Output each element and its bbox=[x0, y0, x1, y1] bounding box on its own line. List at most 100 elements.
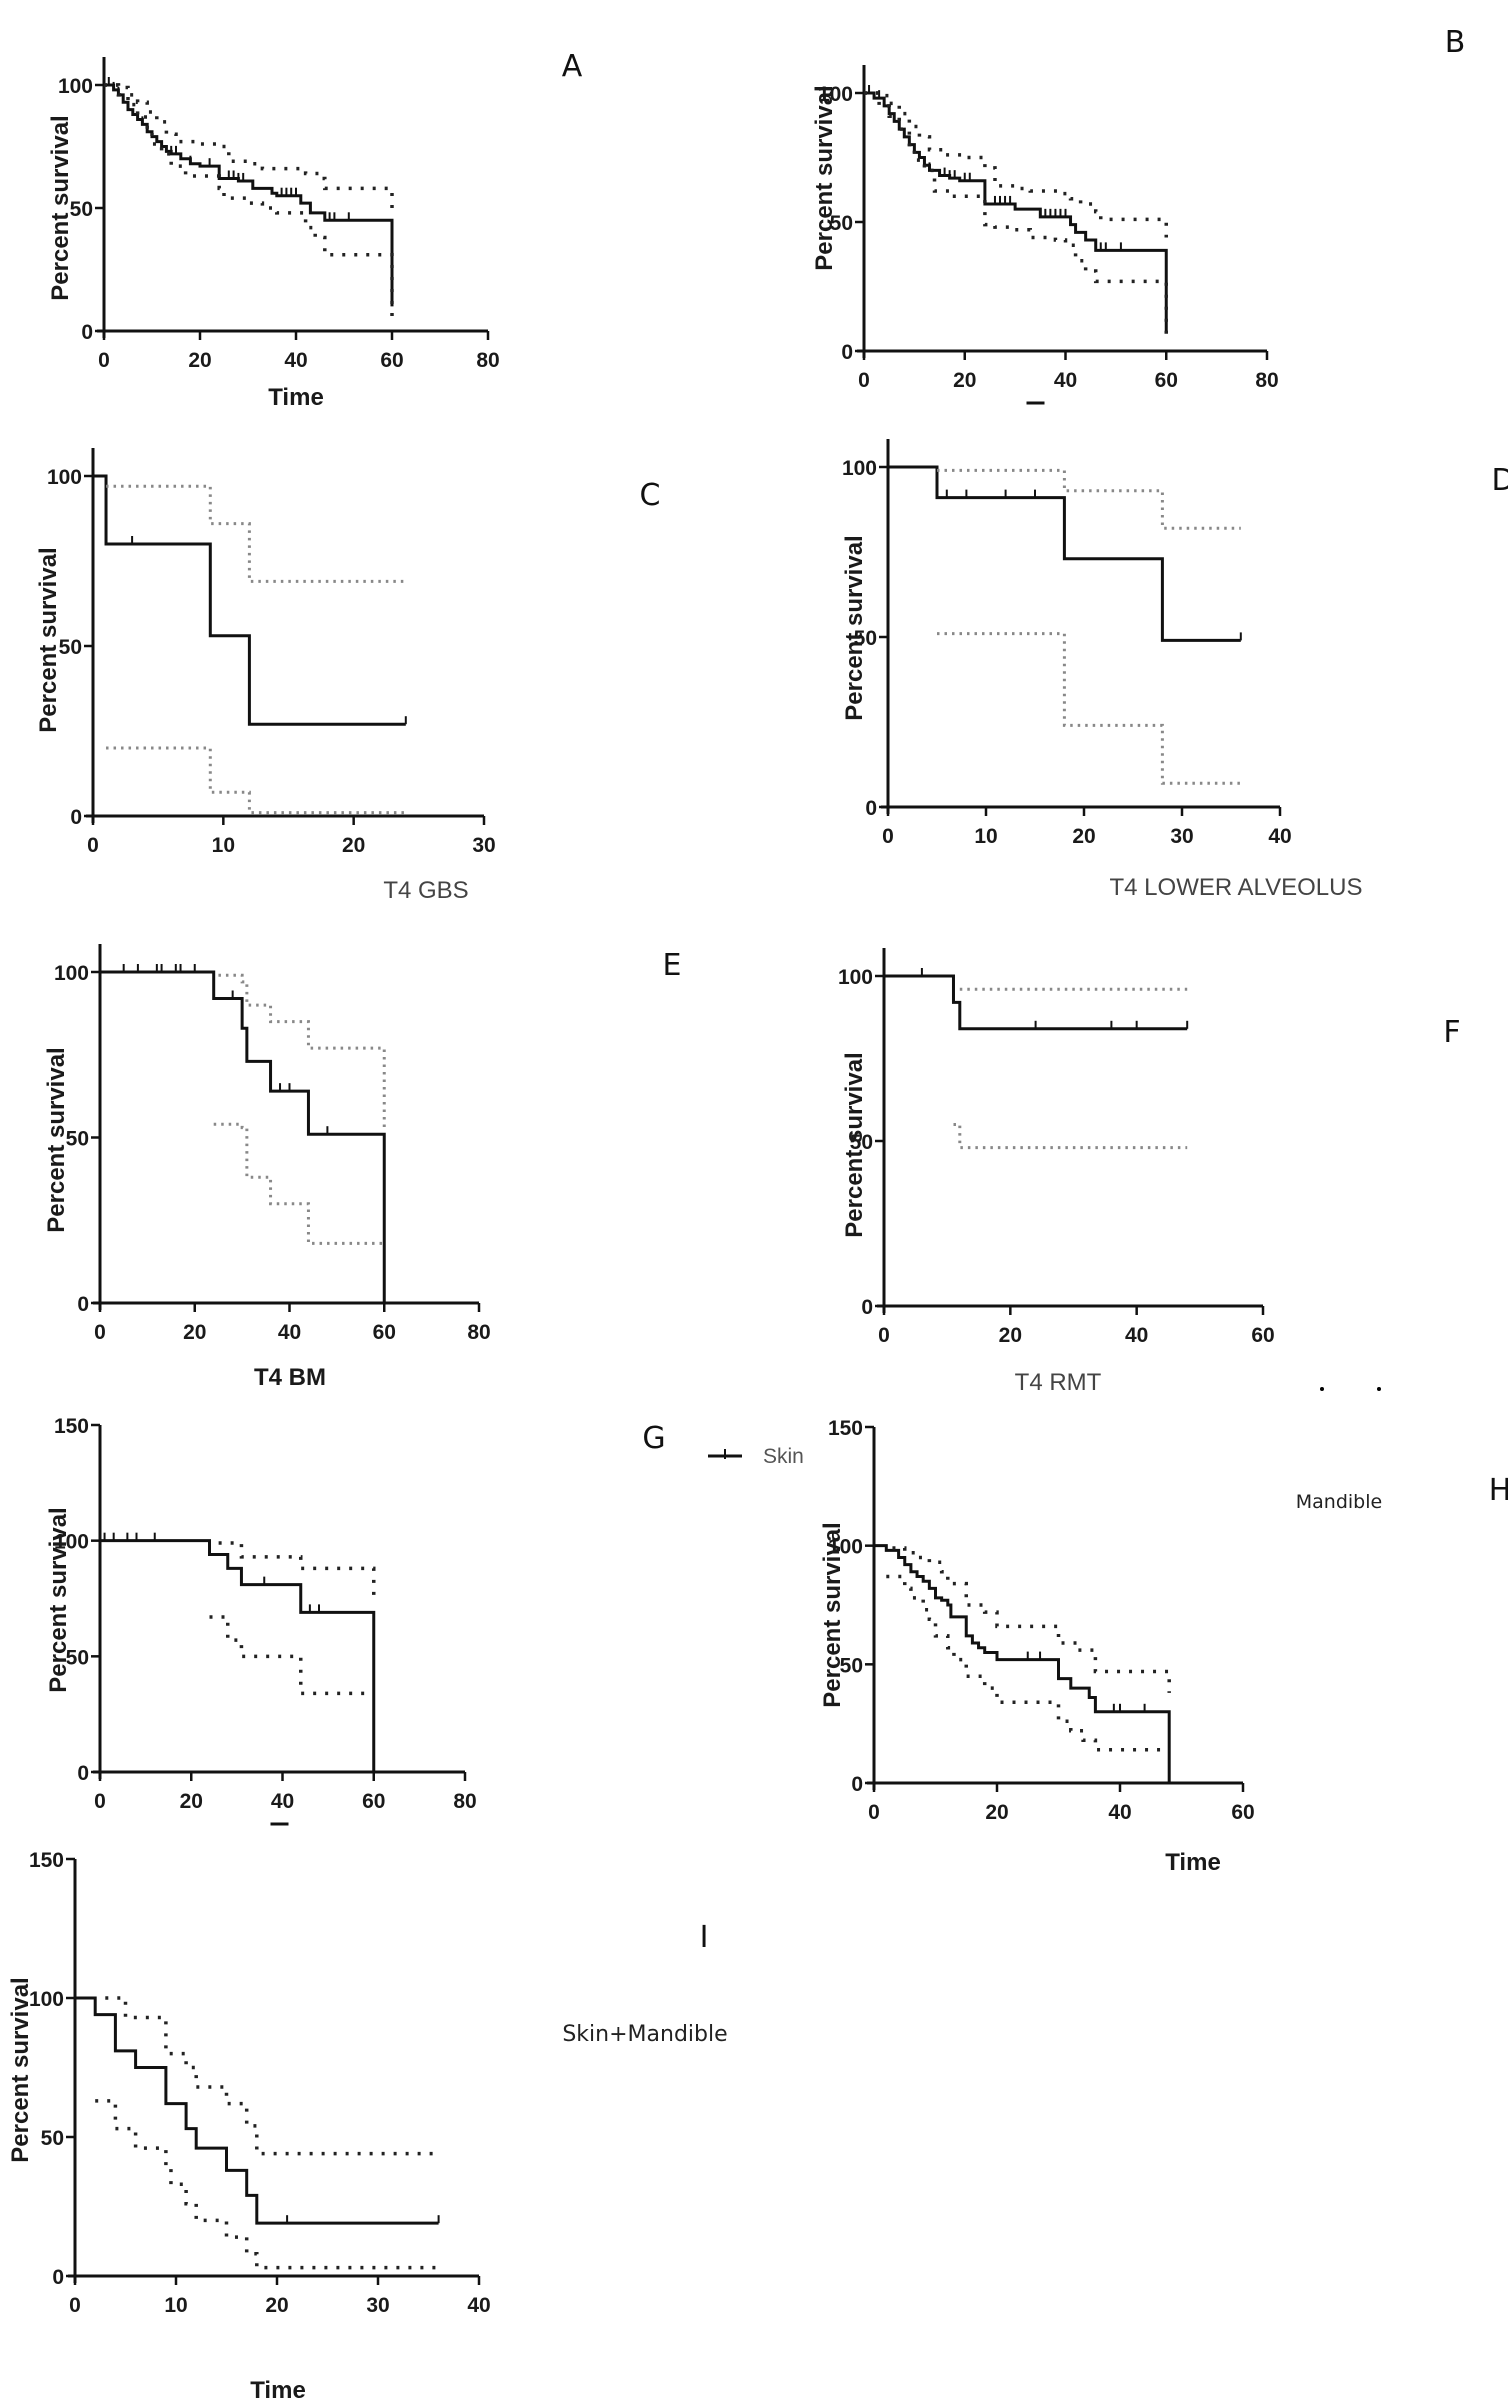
x-axis-label: Time bbox=[250, 2377, 306, 2400]
legend: Skin bbox=[708, 1445, 804, 1468]
y-tick-label: 0 bbox=[77, 1293, 89, 1316]
upper-confidence-band bbox=[218, 1541, 376, 1599]
survival-curve bbox=[100, 1539, 376, 1772]
legend-label-skin: Skin bbox=[763, 1445, 804, 1468]
x-tick-label: 80 bbox=[1255, 369, 1278, 392]
y-axis-label: Percent survival bbox=[841, 535, 868, 720]
y-tick-label: 50 bbox=[59, 636, 82, 659]
y-tick-label: 150 bbox=[828, 1417, 863, 1440]
panel-f: 0 20 40 60 0 50 100 Percent survival T4 RMT F bbox=[838, 948, 1461, 1396]
survival-curve bbox=[884, 974, 1188, 1031]
lower-confidence-band bbox=[937, 632, 1241, 785]
panel-i: 0 10 20 30 40 0 50 100 150 Percent survival Time I S… bbox=[7, 1849, 728, 2400]
y-axis-label: Percent survival bbox=[43, 1047, 70, 1232]
x-axis-label: T4 LOWER ALVEOLUS bbox=[1110, 874, 1363, 901]
x-axis-label: T4 RMT bbox=[1015, 1369, 1102, 1396]
y-tick-label: 0 bbox=[52, 2266, 64, 2289]
y-axis-label: Percent survival bbox=[7, 1977, 34, 2162]
lower-confidence-band bbox=[213, 1122, 385, 1245]
y-tick-label: 100 bbox=[58, 75, 93, 98]
survival-curve bbox=[93, 474, 406, 726]
y-axis-label: Percent survival bbox=[45, 1507, 72, 1692]
x-axis-label: Time bbox=[268, 384, 324, 411]
lower-confidence-band bbox=[886, 1574, 1170, 1752]
x-tick-label: 20 bbox=[953, 369, 976, 392]
x-tick-label: 40 bbox=[1268, 825, 1291, 848]
y-tick-label: 50 bbox=[70, 198, 93, 221]
y-tick-label: 0 bbox=[865, 797, 877, 820]
x-tick-label: 60 bbox=[380, 349, 403, 372]
x-tick-label: 60 bbox=[362, 1790, 385, 1813]
x-tick-label: 60 bbox=[1155, 369, 1178, 392]
panel-c: 0 10 20 30 0 50 100 Percent survival T4 GBS C bbox=[35, 448, 660, 904]
y-tick-label: 50 bbox=[66, 1128, 89, 1151]
x-tick-label: 0 bbox=[868, 1801, 880, 1824]
stray-dot bbox=[1320, 1387, 1324, 1391]
y-axis-label: Percent survival bbox=[811, 85, 838, 270]
x-tick-label: 60 bbox=[1251, 1324, 1274, 1347]
x-tick-label: 0 bbox=[858, 369, 870, 392]
x-tick-label: 20 bbox=[342, 834, 365, 857]
y-tick-label: 100 bbox=[828, 1536, 863, 1559]
y-tick-label: 100 bbox=[29, 1988, 64, 2011]
y-axis-label: Percent survival bbox=[841, 1052, 868, 1237]
y-tick-label: 50 bbox=[830, 212, 853, 235]
x-axis-label: T4 GBS bbox=[383, 877, 468, 904]
y-tick-label: 50 bbox=[66, 1646, 89, 1669]
panel-letter: H bbox=[1489, 1473, 1508, 1508]
y-tick-label: 0 bbox=[861, 1296, 873, 1319]
x-tick-label: 40 bbox=[1125, 1324, 1148, 1347]
panel-letter: C bbox=[640, 478, 661, 513]
lower-confidence-band bbox=[106, 746, 406, 815]
x-tick-label: 10 bbox=[974, 825, 997, 848]
y-tick-label: 50 bbox=[41, 2127, 64, 2150]
survival-curve bbox=[874, 1544, 1171, 1783]
panel-g: 0 20 40 60 80 0 50 100 150 Percent survival G Skin bbox=[45, 1415, 804, 1826]
upper-confidence-band bbox=[105, 1996, 439, 2156]
y-tick-label: 100 bbox=[838, 966, 873, 989]
panel-h: 0 20 40 60 0 50 100 150 Percent survival Time H Man… bbox=[819, 1417, 1508, 1876]
upper-confidence-band bbox=[218, 973, 386, 1131]
panel-letter: F bbox=[1443, 1015, 1460, 1050]
y-tick-label: 150 bbox=[29, 1849, 64, 1872]
x-tick-label: 60 bbox=[373, 1321, 396, 1344]
panel-letter: G bbox=[642, 1421, 665, 1456]
x-tick-label: 20 bbox=[1072, 825, 1095, 848]
panel-letter: I bbox=[700, 1920, 709, 1955]
x-tick-label: 20 bbox=[999, 1324, 1022, 1347]
survival-curve bbox=[888, 465, 1241, 642]
x-tick-label: 80 bbox=[467, 1321, 490, 1344]
panel-d: 0 10 20 30 40 0 50 100 Percent survival T4 LOWER … bbox=[841, 439, 1508, 901]
x-tick-label: 40 bbox=[284, 349, 307, 372]
panel-letter: A bbox=[562, 49, 583, 84]
lower-confidence-band bbox=[209, 1615, 365, 1696]
x-tick-label: 80 bbox=[476, 349, 499, 372]
panel-a: 0 20 40 60 80 0 50 100 Percent survival Time A bbox=[47, 49, 583, 411]
upper-confidence-band bbox=[106, 484, 406, 583]
x-tick-label: 20 bbox=[183, 1321, 206, 1344]
upper-confidence-band bbox=[864, 91, 1168, 238]
y-tick-label: 100 bbox=[54, 962, 89, 985]
x-tick-label: 20 bbox=[985, 1801, 1008, 1824]
survival-curve bbox=[75, 1996, 439, 2225]
survival-curve bbox=[100, 970, 386, 1303]
upper-confidence-band bbox=[104, 83, 394, 208]
x-tick-label: 40 bbox=[467, 2294, 490, 2317]
y-axis-label: Percent survival bbox=[35, 547, 62, 732]
upper-confidence-band bbox=[892, 1546, 1171, 1693]
x-tick-label: 40 bbox=[271, 1790, 294, 1813]
panel-letter: D bbox=[1491, 463, 1508, 498]
y-tick-label: 50 bbox=[850, 1131, 873, 1154]
x-tick-label: 40 bbox=[1054, 369, 1077, 392]
x-tick-label: 20 bbox=[180, 1790, 203, 1813]
y-tick-label: 50 bbox=[854, 627, 877, 650]
x-tick-label: 30 bbox=[472, 834, 495, 857]
panel-letter: B bbox=[1445, 25, 1466, 60]
lower-confidence-band bbox=[953, 1123, 1188, 1150]
y-axis-label: Percent survival bbox=[819, 1522, 846, 1707]
lower-confidence-band bbox=[104, 83, 394, 324]
y-tick-label: 150 bbox=[54, 1415, 89, 1438]
x-tick-label: 0 bbox=[98, 349, 110, 372]
